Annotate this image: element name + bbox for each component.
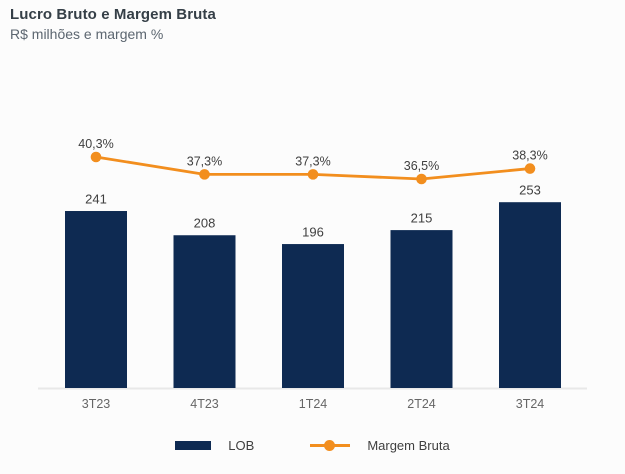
- bar-4T23: [173, 235, 236, 388]
- chart-legend: LOB Margem Bruta: [0, 438, 625, 453]
- pct-label-3T23: 40,3%: [78, 137, 113, 151]
- line-point-3T24: [524, 163, 536, 174]
- x-axis-label-1T24: 1T24: [299, 397, 328, 411]
- line-point-4T23: [199, 169, 210, 180]
- pct-label-2T24: 36,5%: [404, 159, 439, 173]
- line-point-3T23: [90, 151, 102, 163]
- legend-item-lob: LOB: [175, 438, 254, 453]
- bar-swatch-icon: [175, 441, 212, 450]
- bar-value-label-1T24: 196: [302, 225, 324, 240]
- bar-3T23: [65, 211, 127, 388]
- legend-line-dot: [324, 440, 336, 451]
- x-axis-label-3T24: 3T24: [516, 397, 545, 411]
- bar-value-label-3T23: 241: [85, 192, 107, 207]
- legend-item-margem-bruta: Margem Bruta: [310, 438, 450, 453]
- x-axis-label-4T23: 4T23: [190, 397, 219, 411]
- legend-label-lob: LOB: [228, 438, 255, 453]
- pct-label-1T24: 37,3%: [295, 154, 330, 168]
- bar-value-label-4T23: 208: [194, 216, 216, 231]
- legend-label-margem-bruta: Margem Bruta: [367, 438, 450, 453]
- x-axis-label-2T24: 2T24: [407, 397, 436, 411]
- pct-label-3T24: 38,3%: [512, 149, 547, 163]
- pct-label-4T23: 37,3%: [187, 154, 222, 168]
- chart-subtitle: R$ milhões e margem %: [10, 26, 164, 42]
- bar-1T24: [282, 244, 344, 388]
- bar-value-label-3T24: 253: [519, 183, 541, 198]
- line-point-2T24: [416, 173, 427, 185]
- line-dot-icon: [310, 440, 351, 452]
- bar-value-label-2T24: 215: [411, 211, 433, 226]
- line-point-1T24: [307, 169, 319, 180]
- chart-title: Lucro Bruto e Margem Bruta: [10, 6, 216, 23]
- x-axis-label-3T23: 3T23: [82, 397, 111, 411]
- chart-header: Lucro Bruto e Margem Bruta R$ milhões e …: [10, 6, 216, 42]
- bar-2T24: [390, 230, 453, 388]
- bar-3T24: [499, 202, 561, 388]
